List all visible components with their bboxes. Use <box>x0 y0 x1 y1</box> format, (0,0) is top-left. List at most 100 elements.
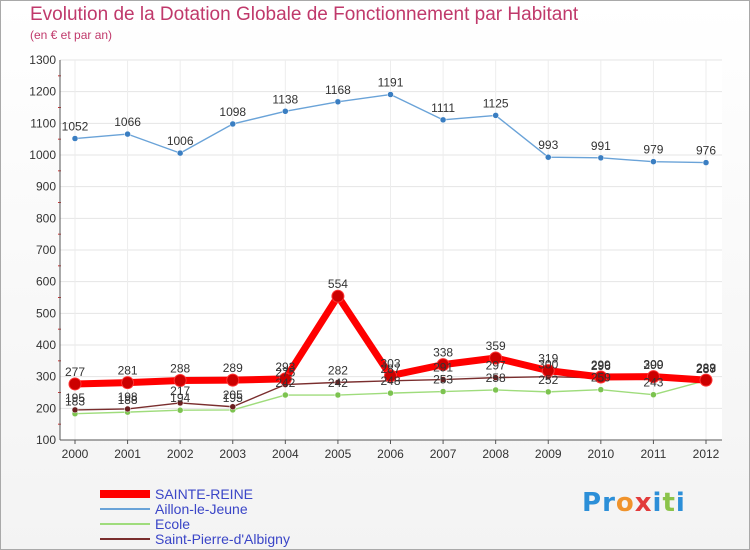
data-label-aillon-le-jeune: 1191 <box>378 76 404 90</box>
data-label-aillon-le-jeune: 1098 <box>219 105 246 119</box>
data-point-sainte-reine <box>384 369 397 383</box>
data-point-sainte-reine <box>173 373 187 387</box>
data-point-saint-pierre-d-albigny <box>334 379 342 386</box>
data-point-sainte-reine <box>121 376 135 390</box>
y-tick-label: 1100 <box>30 116 56 130</box>
data-label-saint-pierre-d-albigny: 205 <box>223 388 243 402</box>
data-point-aillon-le-jeune <box>334 98 342 106</box>
data-label-sainte-reine: 359 <box>486 339 506 353</box>
legend-swatch-sainte-reine <box>100 489 150 498</box>
data-point-aillon-le-jeune <box>71 135 79 142</box>
data-label-sainte-reine: 281 <box>118 364 138 378</box>
data-label-saint-pierre-d-albigny: 282 <box>328 363 348 377</box>
data-label-aillon-le-jeune: 1168 <box>325 83 351 97</box>
data-label-saint-pierre-d-albigny: 297 <box>486 359 506 373</box>
x-tick-label: 2000 <box>62 447 89 461</box>
x-tick-label: 2006 <box>377 447 404 461</box>
data-label-aillon-le-jeune: 979 <box>643 143 663 157</box>
data-point-ecole <box>387 389 394 397</box>
logo-letter: x <box>634 488 653 518</box>
data-point-ecole <box>650 391 657 398</box>
data-label-aillon-le-jeune: 976 <box>696 144 716 158</box>
data-label-saint-pierre-d-albigny: 291 <box>433 361 453 375</box>
data-label-saint-pierre-d-albigny: 198 <box>118 390 138 404</box>
data-label-sainte-reine: 338 <box>433 346 453 360</box>
x-tick-label: 2005 <box>325 447 352 461</box>
y-tick-label: 300 <box>36 370 56 384</box>
data-label-ecole: 259 <box>591 371 611 385</box>
axes <box>58 60 722 444</box>
data-point-sainte-reine <box>646 370 660 384</box>
data-label-saint-pierre-d-albigny: 287 <box>696 362 716 376</box>
data-label-aillon-le-jeune: 1125 <box>483 96 509 110</box>
y-tick-label: 1000 <box>29 148 56 162</box>
data-point-aillon-le-jeune <box>492 112 499 119</box>
data-point-saint-pierre-d-albigny <box>71 406 79 414</box>
x-tick-label: 2004 <box>272 447 299 461</box>
data-label-saint-pierre-d-albigny: 296 <box>591 359 611 373</box>
logo-letter: o <box>615 488 635 518</box>
y-tick-label: 1300 <box>29 53 56 67</box>
data-point-ecole <box>176 406 184 414</box>
data-label-saint-pierre-d-albigny: 217 <box>170 384 190 398</box>
data-label-saint-pierre-d-albigny: 299 <box>643 358 663 372</box>
data-point-aillon-le-jeune <box>124 130 131 138</box>
x-tick-label: 2010 <box>587 447 614 461</box>
y-tick-label: 800 <box>36 211 56 225</box>
data-point-sainte-reine <box>226 373 240 387</box>
data-label-sainte-reine: 288 <box>170 361 190 375</box>
data-label-ecole: 252 <box>538 373 558 387</box>
data-label-ecole: 183 <box>65 395 85 409</box>
data-point-ecole <box>545 388 552 396</box>
data-label-aillon-le-jeune: 991 <box>591 139 611 153</box>
logo-letter: P <box>582 488 603 518</box>
data-point-aillon-le-jeune <box>176 149 184 157</box>
data-label-sainte-reine: 299 <box>591 358 611 372</box>
data-label-sainte-reine: 300 <box>643 358 663 372</box>
data-point-sainte-reine <box>699 373 713 387</box>
data-label-aillon-le-jeune: 1138 <box>272 92 298 106</box>
data-point-aillon-le-jeune <box>702 159 710 166</box>
data-point-sainte-reine <box>489 351 503 365</box>
data-label-aillon-le-jeune: 1111 <box>431 101 455 115</box>
x-tick-label: 2008 <box>482 447 509 461</box>
proxiti-logo: Proxiti <box>582 488 686 518</box>
data-point-saint-pierre-d-albigny <box>492 374 499 381</box>
chart-subtitle: (en € et par an) <box>30 28 113 42</box>
legend-item-ecole: Ecole <box>100 516 290 532</box>
data-label-aillon-le-jeune: 1006 <box>167 134 194 148</box>
data-label-ecole: 288 <box>696 361 716 375</box>
data-point-ecole <box>334 391 342 399</box>
legend-label-aillon-le-jeune: Aillon-le-Jeune <box>155 500 248 517</box>
series-lines <box>68 91 713 417</box>
data-point-saint-pierre-d-albigny <box>176 399 184 407</box>
data-label-ecole: 242 <box>275 376 295 390</box>
y-tick-label: 400 <box>36 338 56 352</box>
data-label-saint-pierre-d-albigny: 275 <box>275 366 295 380</box>
data-point-ecole <box>597 386 605 393</box>
data-point-aillon-le-jeune <box>597 154 605 162</box>
legend-item-saint-pierre-d-albigny: Saint-Pierre-d'Albigny <box>100 531 290 547</box>
legend-item-sainte-reine: SAINTE-REINE <box>100 486 290 502</box>
data-label-ecole: 258 <box>486 371 506 385</box>
data-label-aillon-le-jeune: 1066 <box>114 115 141 129</box>
y-tick-label: 700 <box>36 243 56 257</box>
data-label-ecole: 194 <box>170 391 190 405</box>
y-tick-label: 500 <box>36 306 56 320</box>
legend-swatch-saint-pierre-d-albigny <box>100 537 150 540</box>
data-labels: 1052 1066 1006 1098 1138 1168 1191 1111 1125 993 9… <box>62 76 717 409</box>
data-label-saint-pierre-d-albigny: 195 <box>65 391 85 405</box>
x-tick-label: 2009 <box>535 447 562 461</box>
data-label-sainte-reine: 554 <box>328 277 348 291</box>
data-label-ecole: 248 <box>380 374 400 388</box>
y-tick-label: 600 <box>36 275 56 289</box>
data-label-ecole: 188 <box>118 393 138 407</box>
y-tick-label: 1200 <box>29 85 56 99</box>
data-label-ecole: 195 <box>223 391 243 405</box>
data-point-aillon-le-jeune <box>650 158 657 165</box>
x-tick-label: 2003 <box>219 447 246 461</box>
x-tick-label: 2011 <box>641 447 667 461</box>
y-tick-label: 100 <box>36 433 56 447</box>
data-point-aillon-le-jeune <box>387 91 394 98</box>
